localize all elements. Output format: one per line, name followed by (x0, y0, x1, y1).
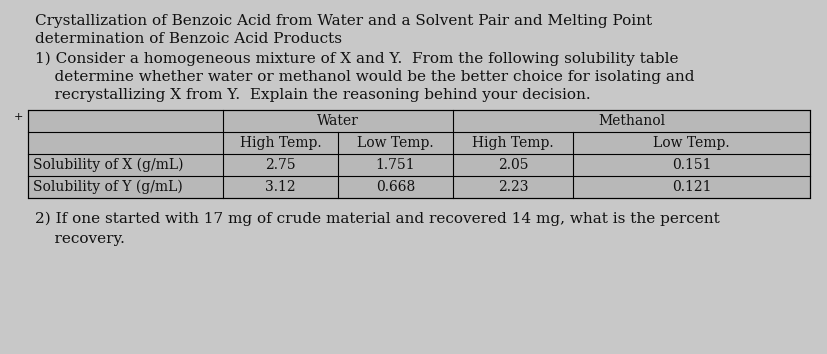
Text: 0.668: 0.668 (375, 180, 414, 194)
Text: Crystallization of Benzoic Acid from Water and a Solvent Pair and Melting Point: Crystallization of Benzoic Acid from Wat… (35, 14, 652, 28)
Text: Low Temp.: Low Temp. (356, 136, 433, 150)
Text: recovery.: recovery. (35, 232, 125, 246)
Text: Solubility of Y (g/mL): Solubility of Y (g/mL) (33, 180, 183, 194)
Text: Low Temp.: Low Temp. (653, 136, 729, 150)
Text: recrystallizing X from Y.  Explain the reasoning behind your decision.: recrystallizing X from Y. Explain the re… (35, 88, 590, 102)
Text: 2.05: 2.05 (497, 158, 528, 172)
Text: +: + (14, 112, 23, 122)
Text: Water: Water (317, 114, 358, 128)
Text: Solubility of X (g/mL): Solubility of X (g/mL) (33, 158, 184, 172)
Bar (28, 110, 809, 198)
Text: 2.75: 2.75 (265, 158, 295, 172)
Text: 2) If one started with 17 mg of crude material and recovered 14 mg, what is the : 2) If one started with 17 mg of crude ma… (35, 212, 719, 227)
Text: 1) Consider a homogeneous mixture of X and Y.  From the following solubility tab: 1) Consider a homogeneous mixture of X a… (35, 52, 677, 67)
Text: determine whether water or methanol would be the better choice for isolating and: determine whether water or methanol woul… (35, 70, 694, 84)
Text: determination of Benzoic Acid Products: determination of Benzoic Acid Products (35, 32, 342, 46)
Text: 1.751: 1.751 (375, 158, 415, 172)
Text: Methanol: Methanol (597, 114, 664, 128)
Text: 0.121: 0.121 (671, 180, 710, 194)
Text: 2.23: 2.23 (497, 180, 528, 194)
Text: High Temp.: High Temp. (471, 136, 553, 150)
Text: 0.151: 0.151 (671, 158, 710, 172)
Text: 3.12: 3.12 (265, 180, 295, 194)
Text: High Temp.: High Temp. (239, 136, 321, 150)
